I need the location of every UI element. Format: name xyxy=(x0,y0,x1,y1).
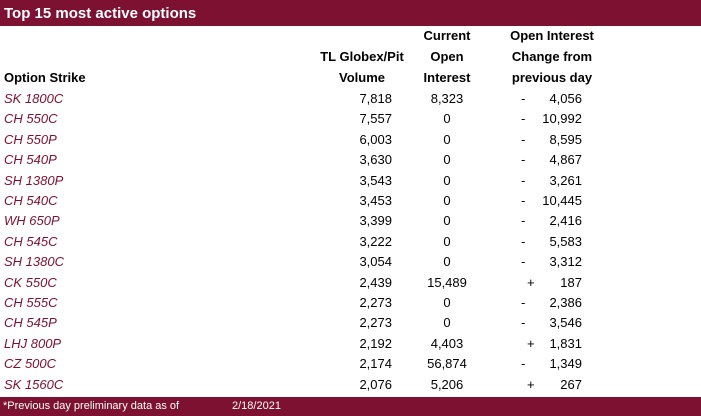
volume: 2,439 xyxy=(359,274,392,290)
volume: 2,273 xyxy=(359,295,392,310)
change-value: 2,416 xyxy=(549,213,582,229)
change-sign: - xyxy=(521,152,526,168)
change-value: 3,261 xyxy=(549,172,582,188)
footer-bar xyxy=(0,397,701,416)
change-value: 4,056 xyxy=(549,91,582,106)
column-header: previous day xyxy=(511,70,593,85)
volume: 7,818 xyxy=(359,91,392,106)
title-bar xyxy=(0,0,701,26)
option-strike: CH 555C xyxy=(4,295,58,310)
option-strike: SH 1380C xyxy=(4,254,64,270)
change-sign: - xyxy=(521,111,526,127)
change-value: 3,546 xyxy=(549,315,582,331)
open-interest: 0 xyxy=(443,152,451,168)
footer-note: *Previous day preliminary data as of xyxy=(3,400,180,412)
change-sign: - xyxy=(521,233,526,249)
open-interest: 0 xyxy=(443,295,451,310)
change-value: 8,595 xyxy=(549,131,582,147)
volume: 6,003 xyxy=(359,131,392,147)
volume: 7,557 xyxy=(359,111,392,127)
change-sign: + xyxy=(527,274,535,290)
open-interest: 0 xyxy=(443,254,451,270)
change-value: 187 xyxy=(560,274,582,290)
open-interest: 0 xyxy=(443,172,451,188)
column-header: Open xyxy=(430,49,464,64)
change-sign: - xyxy=(521,315,526,331)
change-value: 2,386 xyxy=(549,295,582,310)
option-strike: CH 545C xyxy=(4,233,58,249)
open-interest: 5,206 xyxy=(430,376,464,392)
change-sign: - xyxy=(521,213,526,229)
open-interest: 56,874 xyxy=(427,356,467,372)
change-sign: - xyxy=(521,254,526,270)
open-interest: 0 xyxy=(443,315,451,331)
volume: 3,543 xyxy=(359,172,392,188)
option-strike: WH 650P xyxy=(4,213,60,229)
option-strike: CH 550P xyxy=(4,131,57,147)
option-strike: CH 550C xyxy=(4,111,58,127)
change-value: 10,992 xyxy=(542,111,582,127)
open-interest: 0 xyxy=(443,111,451,127)
option-strike: CZ 500C xyxy=(4,356,57,372)
column-header: Option Strike xyxy=(4,70,86,85)
column-header: Change from xyxy=(511,49,593,64)
title: Top 15 most active options xyxy=(4,5,197,22)
option-strike: LHJ 800P xyxy=(4,335,62,351)
open-interest: 0 xyxy=(443,193,451,208)
volume: 2,076 xyxy=(359,376,392,392)
option-strike: SH 1380P xyxy=(4,172,64,188)
volume: 3,453 xyxy=(359,193,392,208)
open-interest: 0 xyxy=(443,131,451,147)
open-interest: 4,403 xyxy=(430,335,464,351)
change-sign: - xyxy=(521,356,526,372)
volume: 2,273 xyxy=(359,315,392,331)
volume: 3,399 xyxy=(359,213,392,229)
change-sign: + xyxy=(527,376,535,392)
change-value: 267 xyxy=(560,376,582,392)
volume: 3,222 xyxy=(359,233,392,249)
change-sign: - xyxy=(521,193,526,208)
column-header: Open Interest xyxy=(510,28,594,43)
option-strike: CH 540C xyxy=(4,193,58,208)
footer-date: 2/18/2021 xyxy=(232,400,281,412)
volume: 3,054 xyxy=(359,254,392,270)
open-interest: 8,323 xyxy=(430,91,464,106)
volume: 3,630 xyxy=(359,152,392,168)
volume: 2,192 xyxy=(359,335,392,351)
column-header: Volume xyxy=(339,70,385,85)
open-interest: 0 xyxy=(443,233,451,249)
change-value: 1,831 xyxy=(549,335,582,351)
column-header: Interest xyxy=(423,70,471,85)
change-sign: - xyxy=(521,91,526,106)
option-strike: SK 1560C xyxy=(4,376,64,392)
option-strike: CH 540P xyxy=(4,152,57,168)
change-value: 3,312 xyxy=(549,254,582,270)
change-value: 10,445 xyxy=(542,193,582,208)
change-value: 4,867 xyxy=(549,152,582,168)
option-strike: CK 550C xyxy=(4,274,57,290)
option-strike: SK 1800C xyxy=(4,91,64,106)
open-interest: 15,489 xyxy=(427,274,467,290)
open-interest: 0 xyxy=(443,213,451,229)
change-sign: - xyxy=(521,131,526,147)
column-header: TL Globex/Pit xyxy=(320,49,404,64)
change-sign: - xyxy=(521,295,526,310)
change-sign: - xyxy=(521,172,526,188)
change-value: 5,583 xyxy=(549,233,582,249)
option-strike: CH 545P xyxy=(4,315,57,331)
volume: 2,174 xyxy=(359,356,392,372)
change-sign: + xyxy=(527,335,535,351)
change-value: 1,349 xyxy=(549,356,582,372)
column-header: Current xyxy=(423,28,471,43)
